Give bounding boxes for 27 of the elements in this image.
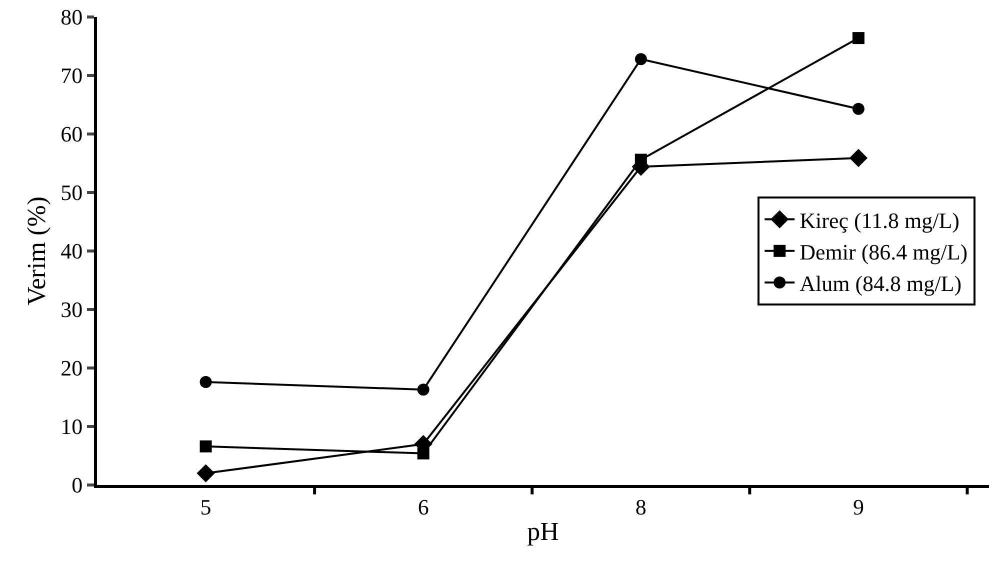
legend-label: Kireç (11.8 mg/L): [800, 208, 960, 233]
x-tick-label: 5: [200, 494, 212, 520]
legend-label: Alum (84.8 mg/L): [800, 271, 962, 296]
x-tick-label: 8: [635, 494, 646, 520]
y-tick-label: 20: [60, 356, 83, 381]
y-tick-label: 0: [72, 472, 83, 498]
point: [200, 440, 212, 452]
x-axis-title: pH: [527, 517, 560, 546]
y-tick-label: 80: [60, 4, 83, 30]
legend-label: Demir (86.4 mg/L): [800, 239, 968, 264]
point: [200, 376, 212, 388]
x-tick-label: 9: [852, 494, 864, 520]
point: [196, 464, 215, 482]
y-tick-label: 40: [60, 238, 83, 264]
point: [417, 447, 430, 460]
point: [634, 53, 647, 66]
point: [849, 148, 868, 168]
point: [417, 384, 430, 396]
y-tick-label: 30: [60, 297, 83, 322]
y-tick-label: 50: [60, 180, 83, 206]
point: [852, 102, 864, 115]
y-tick-label: 60: [60, 122, 83, 147]
x-tick-label: 6: [418, 494, 429, 520]
y-axis-title: Verim (%): [22, 196, 51, 306]
point: [852, 32, 864, 44]
y-tick-label: 10: [60, 414, 83, 440]
y-tick-label: 70: [60, 63, 83, 88]
